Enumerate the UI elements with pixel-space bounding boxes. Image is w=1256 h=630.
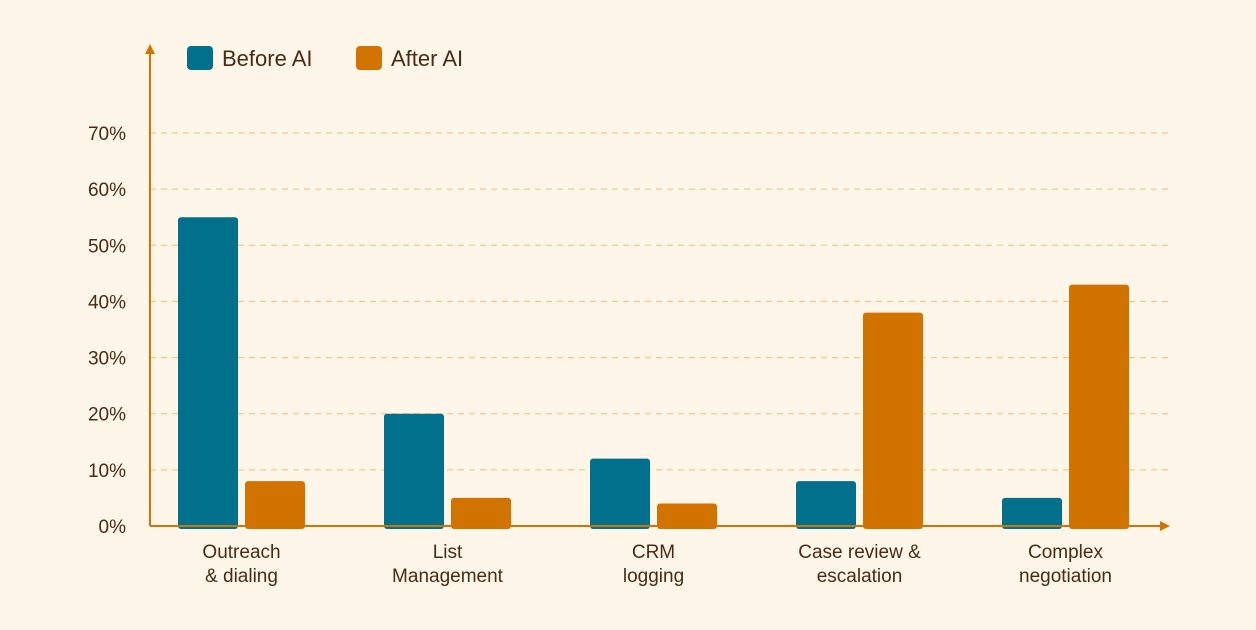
- legend-label: After AI: [391, 46, 463, 71]
- bar-after-ai: [863, 312, 923, 529]
- gridlines: [150, 132, 1168, 471]
- bar-before-ai: [590, 458, 650, 529]
- bar-before-ai: [384, 413, 444, 529]
- bars: [178, 217, 1129, 529]
- legend: Before AI After AI: [187, 46, 463, 71]
- y-axis-ticks: 0% 10% 20% 30% 40% 50% 60% 70%: [88, 124, 126, 538]
- axes: [145, 44, 1170, 531]
- y-tick-label: 0%: [99, 517, 127, 538]
- y-tick-label: 30%: [88, 349, 126, 370]
- y-tick-label: 60%: [88, 180, 126, 201]
- y-tick-label: 70%: [88, 124, 126, 145]
- bar-before-ai: [796, 481, 856, 529]
- bar-after-ai: [451, 497, 511, 529]
- bar-before-ai: [1002, 497, 1062, 529]
- y-axis-arrow: [145, 44, 155, 54]
- bar-before-ai: [178, 217, 238, 529]
- bar-after-ai: [1069, 284, 1129, 529]
- x-category-label: Complex negotiation: [1019, 542, 1112, 587]
- bar-after-ai: [245, 481, 305, 529]
- x-category-label: Case review & escalation: [798, 542, 921, 587]
- bar-after-ai: [657, 503, 717, 529]
- legend-swatch: [187, 46, 213, 70]
- x-category-label: List Management: [392, 542, 504, 587]
- y-tick-label: 50%: [88, 236, 126, 257]
- x-category-label: CRM logging: [623, 542, 684, 587]
- legend-swatch: [356, 46, 382, 70]
- x-axis-labels: Outreach & dialing List Management CRM loggin…: [202, 542, 1112, 587]
- x-axis-arrow: [1160, 521, 1170, 531]
- x-category-label: Outreach & dialing: [202, 542, 280, 587]
- legend-label: Before AI: [222, 46, 313, 71]
- y-tick-label: 20%: [88, 405, 126, 426]
- y-tick-label: 10%: [88, 461, 126, 482]
- y-tick-label: 40%: [88, 292, 126, 313]
